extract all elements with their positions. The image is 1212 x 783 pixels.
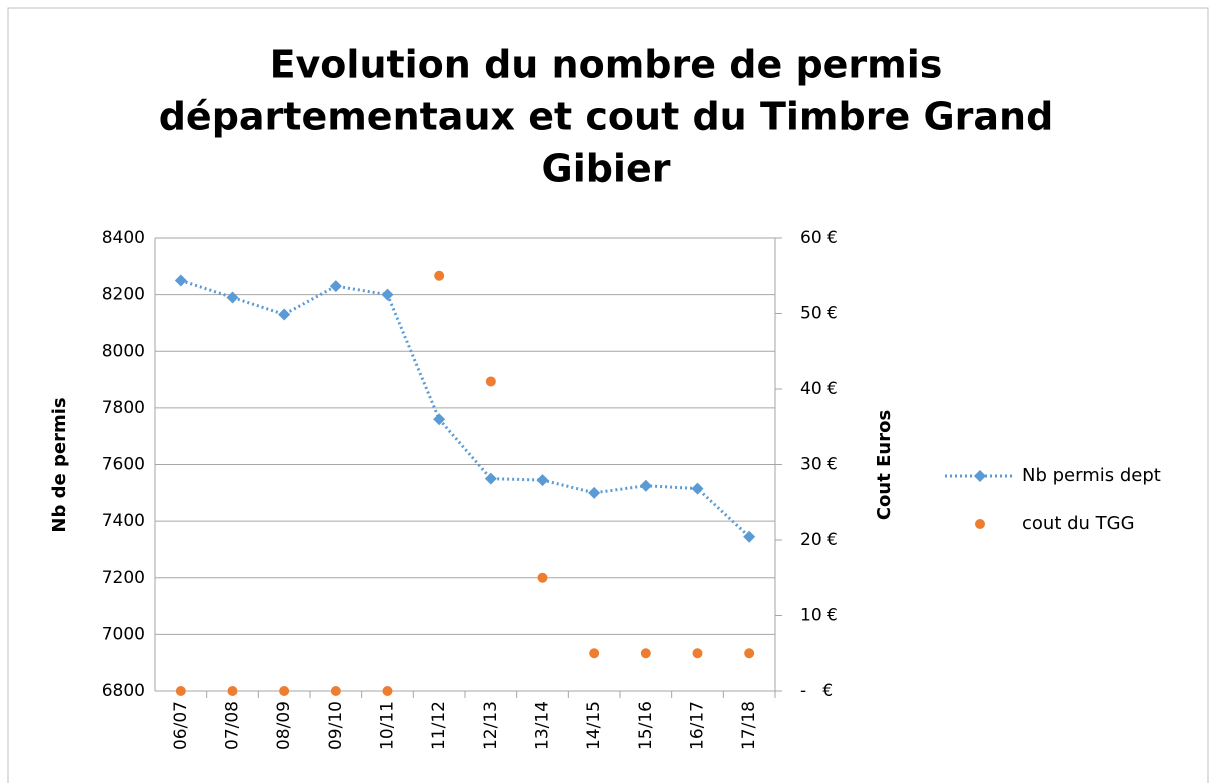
y-tick-label: 8400 — [102, 228, 145, 248]
marker — [278, 308, 291, 321]
marker — [175, 686, 186, 696]
y-axis-title: Nb de permis — [49, 397, 70, 532]
marker — [226, 291, 239, 304]
marker — [433, 413, 446, 426]
marker — [639, 479, 652, 492]
y-tick-label: 8200 — [102, 285, 145, 305]
y2-tick-label: 50 € — [800, 304, 838, 324]
marker — [174, 274, 187, 287]
chart-title: Gibier — [542, 147, 671, 191]
x-tick-label: 07/08 — [223, 701, 243, 750]
x-tick-label: 17/18 — [739, 701, 759, 750]
marker — [485, 376, 496, 387]
x-tick-label: 16/17 — [688, 701, 708, 750]
marker — [434, 270, 445, 281]
y2-axis-title: Cout Euros — [874, 410, 895, 520]
legend-marker — [974, 470, 986, 482]
marker — [691, 482, 704, 495]
legend-marker — [975, 519, 985, 529]
y2-tick-label: 20 € — [800, 530, 838, 550]
x-tick-label: 14/15 — [584, 701, 604, 750]
marker — [484, 472, 497, 485]
x-tick-label: 06/07 — [171, 701, 191, 750]
marker — [330, 686, 341, 696]
y2-tick-label: 30 € — [800, 455, 838, 475]
y-tick-label: 7400 — [102, 511, 145, 531]
chart-title: départementaux et cout du Timbre Grand — [159, 95, 1054, 139]
marker — [536, 474, 549, 487]
x-tick-label: 11/12 — [429, 701, 449, 750]
y-tick-label: 8000 — [102, 341, 145, 361]
marker — [279, 686, 290, 696]
y-tick-label: 7000 — [102, 624, 145, 644]
y2-tick-label: 40 € — [800, 379, 838, 399]
y-tick-label: 7200 — [102, 568, 145, 588]
marker — [329, 280, 342, 293]
y2-tick-label: - € — [800, 681, 833, 701]
x-tick-label: 13/14 — [533, 701, 553, 750]
marker — [537, 572, 548, 583]
marker — [588, 486, 601, 499]
x-tick-label: 10/11 — [378, 701, 398, 750]
marker — [640, 648, 651, 659]
x-tick-label: 15/16 — [636, 701, 656, 750]
x-tick-label: 12/13 — [481, 701, 501, 750]
marker — [382, 686, 393, 696]
x-tick-label: 08/09 — [274, 701, 294, 750]
chart-border — [7, 7, 1209, 783]
y2-tick-label: 60 € — [800, 228, 838, 248]
marker — [743, 530, 756, 543]
chart-title: Evolution du nombre de permis — [270, 43, 943, 87]
marker — [589, 648, 600, 659]
marker — [227, 686, 238, 696]
x-tick-label: 09/10 — [326, 701, 346, 750]
legend-label: cout du TGG — [1022, 513, 1135, 534]
marker — [692, 648, 703, 659]
legend-label: Nb permis dept — [1022, 465, 1161, 486]
y-tick-label: 7600 — [102, 455, 145, 475]
y-tick-label: 6800 — [102, 681, 145, 701]
marker — [381, 288, 394, 301]
y2-tick-label: 10 € — [800, 606, 838, 626]
y-tick-label: 7800 — [102, 398, 145, 418]
marker — [744, 648, 755, 659]
